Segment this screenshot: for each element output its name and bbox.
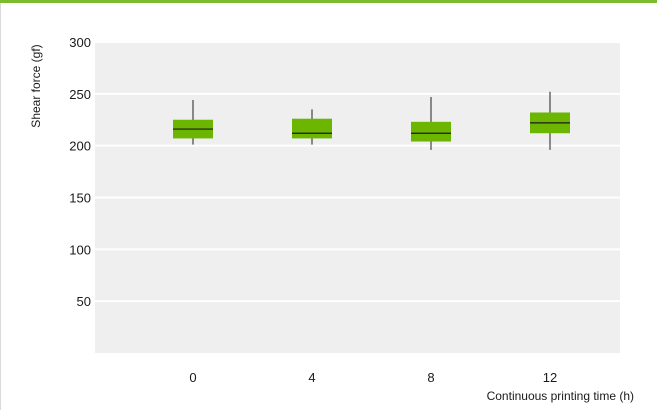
y-tick-50: 50	[77, 294, 91, 309]
x-tick-4: 4	[308, 370, 315, 385]
y-tick-100: 100	[69, 242, 91, 257]
y-tick-250: 250	[69, 87, 91, 102]
x-axis-label: Continuous printing time (h)	[487, 389, 634, 403]
x-tick-0: 0	[189, 370, 196, 385]
y-axis-label: Shear force (gf)	[29, 44, 43, 127]
box-8	[411, 96, 451, 150]
y-tick-200: 200	[69, 139, 91, 154]
x-tick-8: 8	[427, 370, 434, 385]
iqr-box-8	[411, 121, 451, 142]
frame-border	[0, 3, 1, 410]
accent-rule	[0, 0, 657, 3]
box-0	[173, 100, 213, 145]
y-tick-300: 300	[69, 35, 91, 50]
y-tick-labels: 50 100 150 200 250 300	[69, 35, 91, 309]
iqr-box-4	[292, 118, 332, 139]
x-tick-12: 12	[543, 370, 557, 385]
box-series	[173, 91, 570, 150]
box-12	[530, 91, 570, 150]
y-tick-150: 150	[69, 191, 91, 206]
grid-lines	[95, 41, 620, 303]
box-4	[292, 109, 332, 145]
x-tick-labels: 0 4 8 12	[189, 370, 557, 385]
